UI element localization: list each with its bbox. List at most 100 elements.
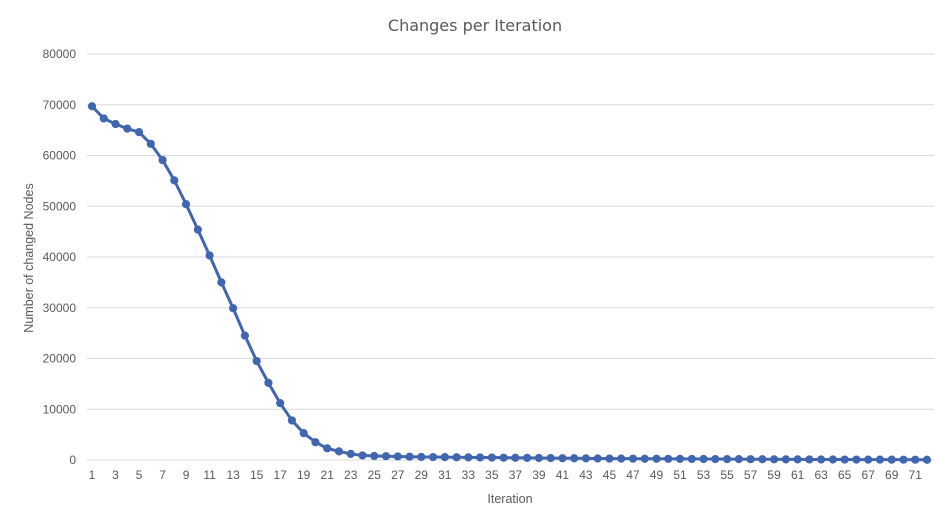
series-changed-nodes xyxy=(87,102,932,464)
data-point-46 xyxy=(617,454,626,463)
x-tick-label-37: 37 xyxy=(509,468,523,482)
x-tick-label-69: 69 xyxy=(885,468,899,482)
x-tick-label-1: 1 xyxy=(89,468,96,482)
data-point-14 xyxy=(240,331,249,340)
data-point-28 xyxy=(405,452,414,461)
x-tick-label-51: 51 xyxy=(673,468,687,482)
x-tick-label-9: 9 xyxy=(183,468,190,482)
data-point-69 xyxy=(887,455,896,464)
y-tick-label-30000: 30000 xyxy=(43,301,77,315)
y-axis-ticks: 0 10000 20000 30000 40000 50000 60000 70000 8000… xyxy=(43,47,77,467)
y-tick-label-40000: 40000 xyxy=(43,250,77,264)
y-tick-label-10000: 10000 xyxy=(43,402,77,416)
x-axis-title: Iteration xyxy=(487,492,532,506)
data-point-38 xyxy=(523,453,532,462)
y-tick-label-20000: 20000 xyxy=(43,352,77,366)
data-point-49 xyxy=(652,454,661,463)
data-point-43 xyxy=(581,454,591,463)
data-point-17 xyxy=(276,399,285,408)
data-point-23 xyxy=(346,449,355,459)
x-tick-label-3: 3 xyxy=(112,468,119,482)
x-tick-label-7: 7 xyxy=(159,468,166,482)
data-point-31 xyxy=(440,453,449,462)
data-point-12 xyxy=(217,278,226,287)
data-point-9 xyxy=(181,200,191,209)
data-point-53 xyxy=(699,454,708,464)
x-tick-label-15: 15 xyxy=(250,468,264,482)
data-point-35 xyxy=(487,453,496,462)
data-point-6 xyxy=(146,139,155,148)
data-point-5 xyxy=(134,128,144,137)
data-point-32 xyxy=(452,453,461,462)
x-tick-label-67: 67 xyxy=(862,468,876,482)
data-point-50 xyxy=(664,454,673,463)
x-tick-label-17: 17 xyxy=(273,468,287,482)
y-tick-label-60000: 60000 xyxy=(43,149,77,163)
x-tick-label-61: 61 xyxy=(791,468,805,482)
data-point-39 xyxy=(534,453,544,463)
x-tick-label-29: 29 xyxy=(415,468,429,482)
data-point-67 xyxy=(864,455,873,464)
data-point-72 xyxy=(922,455,932,464)
data-point-21 xyxy=(323,444,332,453)
data-point-4 xyxy=(123,124,132,133)
data-point-55 xyxy=(722,454,732,464)
data-point-3 xyxy=(111,119,120,129)
data-point-26 xyxy=(381,452,391,461)
x-tick-label-49: 49 xyxy=(650,468,664,482)
data-point-45 xyxy=(605,454,614,463)
x-axis-ticks: 1 3 5 7 9 11 13 15 17 19 21 23 25 27 29 31 33 35 37 39 41 43 4… xyxy=(89,468,923,482)
y-tick-label-80000: 80000 xyxy=(43,47,77,61)
data-point-29 xyxy=(417,452,426,462)
data-point-41 xyxy=(558,454,567,463)
data-point-51 xyxy=(675,454,685,463)
y-tick-label-50000: 50000 xyxy=(43,199,77,213)
series-line-0 xyxy=(90,104,929,462)
data-point-27 xyxy=(393,452,402,461)
x-tick-label-11: 11 xyxy=(203,468,216,482)
data-point-65 xyxy=(840,455,849,464)
data-point-52 xyxy=(687,454,696,464)
data-point-48 xyxy=(640,454,649,463)
data-point-30 xyxy=(428,452,438,462)
data-point-40 xyxy=(546,453,555,463)
data-point-68 xyxy=(875,455,885,464)
x-tick-label-41: 41 xyxy=(556,468,570,482)
data-point-47 xyxy=(628,454,638,463)
data-point-60 xyxy=(781,455,790,464)
data-point-20 xyxy=(311,438,320,447)
data-point-54 xyxy=(711,454,720,464)
x-tick-label-65: 65 xyxy=(838,468,852,482)
data-point-36 xyxy=(499,453,508,462)
x-tick-label-35: 35 xyxy=(485,468,499,482)
data-point-10 xyxy=(193,225,202,234)
data-point-57 xyxy=(746,455,755,464)
data-point-34 xyxy=(476,453,485,462)
data-point-62 xyxy=(805,455,814,464)
x-tick-label-27: 27 xyxy=(391,468,405,482)
data-point-44 xyxy=(593,454,602,463)
data-point-61 xyxy=(793,455,802,464)
data-point-19 xyxy=(299,429,308,438)
x-tick-label-19: 19 xyxy=(297,468,311,482)
data-point-11 xyxy=(205,251,214,260)
data-point-71 xyxy=(911,455,920,464)
y-tick-label-70000: 70000 xyxy=(43,98,77,112)
data-point-22 xyxy=(334,447,344,456)
data-point-25 xyxy=(370,451,379,461)
x-tick-label-55: 55 xyxy=(720,468,734,482)
data-point-37 xyxy=(511,453,520,462)
chart-title: Changes per Iteration xyxy=(388,16,562,35)
x-tick-label-25: 25 xyxy=(368,468,382,482)
x-tick-label-43: 43 xyxy=(579,468,593,482)
data-point-42 xyxy=(570,454,579,463)
y-axis-title: Number of changed Nodes xyxy=(22,183,36,332)
data-point-66 xyxy=(852,455,861,464)
data-point-59 xyxy=(770,455,779,464)
x-tick-label-5: 5 xyxy=(136,468,143,482)
data-point-70 xyxy=(899,455,908,464)
data-point-8 xyxy=(170,176,179,185)
x-tick-label-21: 21 xyxy=(321,468,335,482)
data-point-15 xyxy=(252,356,261,366)
